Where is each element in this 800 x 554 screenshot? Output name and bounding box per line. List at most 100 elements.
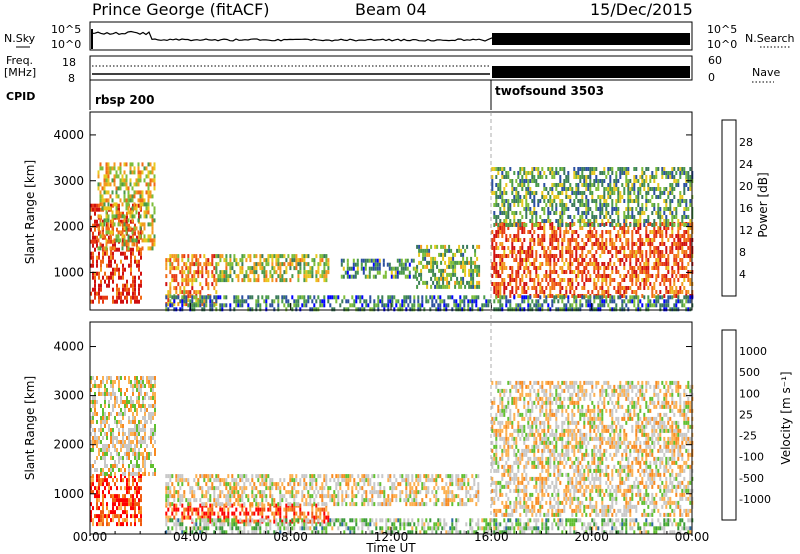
heatmap-cell — [525, 207, 528, 211]
heatmap-cell — [197, 515, 200, 520]
heatmap-cell — [577, 242, 580, 246]
heatmap-cell — [609, 307, 612, 312]
heatmap-cell — [521, 222, 524, 226]
heatmap-cell — [464, 264, 467, 269]
heatmap-cell — [323, 266, 326, 271]
heatmap-cell — [106, 420, 108, 424]
heatmap-cell — [633, 191, 636, 195]
heatmap-cell — [597, 183, 600, 187]
heatmap-cell — [285, 511, 288, 516]
heatmap-cell — [565, 286, 568, 290]
heatmap-cell — [133, 226, 136, 231]
heatmap-cell — [110, 203, 112, 208]
heatmap-cell — [663, 299, 666, 304]
heatmap-cell — [625, 242, 628, 246]
heatmap-cell — [583, 211, 586, 215]
heatmap-cell — [685, 307, 688, 312]
heatmap-cell — [130, 506, 132, 511]
heatmap-cell — [153, 238, 156, 243]
heatmap-cell — [637, 250, 640, 254]
heatmap-cell — [404, 274, 407, 279]
heatmap-cell — [499, 307, 502, 312]
heatmap-cell — [462, 260, 465, 265]
heatmap-cell — [299, 266, 302, 271]
heatmap-cell — [476, 264, 479, 269]
heatmap-cell — [136, 502, 138, 507]
heatmap-cell — [107, 218, 110, 223]
heatmap-cell — [117, 194, 120, 199]
heatmap-cell — [126, 239, 128, 244]
heatmap-cell — [481, 303, 484, 308]
heatmap-cell — [175, 258, 178, 263]
heatmap-cell — [681, 219, 684, 223]
heatmap-cell — [99, 162, 102, 167]
heatmap-cell — [369, 299, 372, 304]
heatmap-cell — [509, 203, 512, 207]
heatmap-cell — [551, 207, 554, 211]
heatmap-cell — [661, 242, 664, 246]
heatmap-cell — [235, 498, 238, 503]
heatmap-cell — [501, 222, 504, 226]
heatmap-cell — [501, 266, 504, 270]
heatmap-cell — [134, 436, 136, 440]
heatmap-cell — [187, 274, 190, 279]
heatmap-cell — [317, 307, 320, 312]
heatmap-cell — [273, 299, 276, 304]
heatmap-cell — [507, 175, 510, 179]
heatmap-cell — [613, 183, 616, 187]
heatmap-cell — [112, 498, 114, 503]
heatmap-cell — [243, 486, 246, 491]
heatmap-cell — [501, 203, 504, 207]
heatmap-cell — [621, 242, 624, 246]
heatmap-cell — [119, 166, 122, 171]
heatmap-cell — [635, 219, 638, 223]
heatmap-cell — [571, 238, 574, 242]
heatmap-cell — [104, 464, 106, 468]
heatmap-cell — [505, 215, 508, 219]
heatmap-cell — [416, 276, 419, 281]
heatmap-cell — [125, 226, 128, 231]
heatmap-cell — [241, 507, 244, 512]
heatmap-cell — [373, 303, 376, 308]
heatmap-cell — [136, 376, 138, 380]
heatmap-cell — [509, 207, 512, 211]
heatmap-cell — [130, 267, 132, 272]
heatmap-cell — [173, 274, 176, 279]
heatmap-cell — [153, 174, 156, 179]
heatmap-cell — [633, 183, 636, 187]
heatmap-cell — [311, 503, 314, 508]
heatmap-cell — [611, 171, 614, 175]
heatmap-cell — [233, 482, 236, 487]
heatmap-cell — [126, 478, 128, 483]
heatmap-cell — [203, 303, 206, 308]
heatmap-cell — [553, 238, 556, 242]
heatmap-cell — [565, 258, 568, 262]
heatmap-cell — [521, 175, 524, 179]
heatmap-cell — [571, 219, 574, 223]
heatmap-cell — [129, 194, 132, 199]
heatmap-cell — [104, 474, 106, 479]
heatmap-cell — [563, 295, 566, 300]
heatmap-cell — [685, 295, 688, 300]
heatmap-cell — [539, 254, 542, 258]
heatmap-cell — [617, 187, 620, 191]
heatmap-cell — [253, 511, 256, 516]
heatmap-cell — [615, 250, 618, 254]
heatmap-cell — [631, 299, 634, 304]
heatmap-cell — [90, 291, 92, 296]
heatmap-cell — [177, 295, 180, 300]
heatmap-cell — [205, 258, 208, 263]
heatmap-cell — [627, 171, 630, 175]
heatmap-cell — [121, 178, 124, 183]
heatmap-cell — [128, 420, 130, 424]
heatmap-cell — [323, 278, 326, 283]
heatmap-cell — [439, 307, 442, 312]
heatmap-cell — [519, 294, 522, 298]
heatmap-cell — [599, 274, 602, 278]
heatmap-cell — [615, 199, 618, 203]
heatmap-cell — [122, 432, 124, 436]
heatmap-cell — [575, 274, 578, 278]
heatmap-cell — [659, 258, 662, 262]
heatmap-cell — [643, 179, 646, 183]
power-colorbar-tick: 12 — [739, 224, 753, 237]
